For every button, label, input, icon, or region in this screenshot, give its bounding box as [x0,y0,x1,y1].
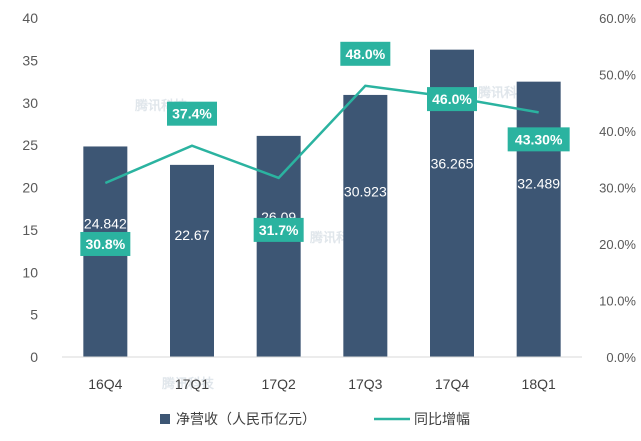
category-label: 17Q2 [262,376,296,392]
category-label: 18Q1 [522,376,556,392]
left-tick-label: 35 [22,52,38,68]
pct-label-box [507,127,570,152]
bar [256,135,301,357]
left-tick-label: 40 [22,10,38,26]
category-label: 17Q1 [175,376,209,392]
bar-value-label: 36.265 [431,155,474,171]
bar [516,81,561,357]
bar-value-label: 30.923 [344,184,387,200]
pct-value-label: 37.4% [172,106,212,122]
legend-bar-label: 净营收（人民币亿元） [176,411,316,427]
bar-value-label: 24.842 [84,215,127,231]
x-axis-labels: 16Q4 17Q1 17Q2 17Q3 17Q4 18Q1 [88,376,556,392]
category-label: 17Q4 [435,376,469,392]
pct-label-box [427,87,477,112]
legend-line-label: 同比增幅 [414,411,470,427]
left-tick-label: 30 [22,95,38,111]
pct-label-box [253,217,304,242]
left-tick-label: 10 [22,264,38,280]
category-label: 16Q4 [88,376,122,392]
right-tick-label: 40.0% [599,124,636,139]
pct-label-box [167,101,217,126]
right-tick-label: 60.0% [599,11,636,26]
left-axis: 0 5 10 15 20 25 30 35 40 [22,10,38,365]
left-tick-label: 20 [22,180,38,196]
bar-value-label: 22.67 [174,227,209,243]
pct-label-box [80,231,131,256]
category-label: 17Q3 [348,376,382,392]
right-tick-label: 30.0% [599,181,636,196]
line-data-labels: 30.8% 37.4% 31.7% 48.0% 46.0% 43.30% [80,41,570,256]
pct-label-box [340,41,391,66]
right-axis: 0.0% 10.0% 20.0% 30.0% 40.0% 50.0% 60.0% [599,11,636,365]
right-tick-label: 0.0% [606,350,636,365]
right-tick-label: 10.0% [599,294,636,309]
left-tick-label: 25 [22,137,38,153]
bar [170,164,214,357]
pct-value-label: 46.0% [432,91,472,107]
left-tick-label: 0 [30,349,38,365]
left-tick-label: 5 [30,307,38,323]
watermark-3: 腾讯科技 [161,376,215,391]
pct-value-label: 43.30% [515,131,563,147]
right-tick-label: 20.0% [599,237,636,252]
bar [343,94,388,357]
left-tick-label: 15 [22,222,38,238]
right-tick-label: 50.0% [599,68,636,83]
pct-value-label: 31.7% [259,222,299,238]
legend: 净营收（人民币亿元） 同比增幅 [160,411,470,427]
legend-bar-swatch [160,414,170,424]
bar-value-label: 32.489 [517,175,560,191]
pct-value-label: 30.8% [85,236,125,252]
pct-value-label: 48.0% [345,46,385,62]
